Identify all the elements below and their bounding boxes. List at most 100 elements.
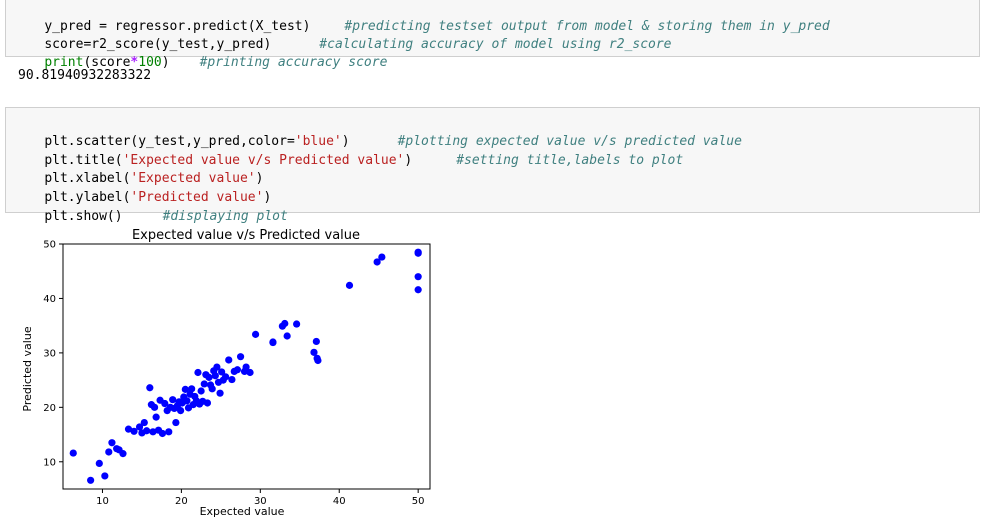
scatter-point <box>211 372 219 380</box>
code-string: 'blue' <box>294 134 342 149</box>
scatter-point <box>283 332 291 340</box>
code-line-4: plt.ylabel('Predicted value') <box>13 171 271 225</box>
scatter-point <box>216 389 224 397</box>
scatter-point <box>269 338 277 347</box>
scatter-point <box>143 427 151 435</box>
code-text: ) <box>404 153 413 168</box>
code-line-1: plt.scatter(y_test,y_pred,color='blue') #… <box>13 115 742 169</box>
scatter-point <box>251 330 260 338</box>
scatter-chart: Expected value v/s Predicted value Expec… <box>21 228 431 518</box>
scatter-point <box>221 373 230 381</box>
x-tick-label: 50 <box>412 496 425 507</box>
scatter-point <box>135 423 144 431</box>
code-line-3: print(score*100) #printing accuracy score <box>13 36 387 90</box>
scatter-point <box>188 385 196 393</box>
scatter-point <box>213 363 221 371</box>
x-tick-label: 30 <box>254 496 267 507</box>
scatter-point <box>197 387 205 395</box>
scatter-point <box>208 385 216 393</box>
x-axis-label: Expected value <box>200 505 285 518</box>
code-text: plt.xlabel( <box>44 171 131 186</box>
scatter-point <box>146 384 154 392</box>
scatter-point <box>181 385 189 393</box>
scatter-point <box>373 258 381 266</box>
y-axis-label: Predicted value <box>21 326 34 411</box>
code-text: ) <box>341 134 350 149</box>
chart-title: Expected value v/s Predicted value <box>132 228 360 243</box>
y-tick-label: 30 <box>43 348 56 359</box>
code-text: ) <box>263 190 272 205</box>
code-number: 100 <box>138 55 162 70</box>
scatter-point <box>108 439 116 447</box>
scatter-point <box>176 407 185 415</box>
code-line-1: y_pred = regressor.predict(X_test) #predi… <box>13 0 830 54</box>
scatter-point <box>310 348 318 356</box>
scatter-point <box>172 418 180 427</box>
code-text: plt.title( <box>44 153 123 168</box>
code-cell-1[interactable]: y_pred = regressor.predict(X_test) #predi… <box>5 0 980 70</box>
scatter-point <box>95 459 103 468</box>
code-text: ) <box>255 171 264 186</box>
y-tick-label: 10 <box>43 457 56 468</box>
x-tick-label: 10 <box>96 496 109 507</box>
code-line-2: plt.title('Expected value v/s Predicted … <box>13 134 683 188</box>
scatter-point <box>236 353 245 361</box>
scatter-point <box>205 373 213 381</box>
scatter-point <box>165 428 173 436</box>
scatter-point <box>200 380 208 388</box>
scatter-point <box>345 281 354 289</box>
code-line-3: plt.xlabel('Expected value') <box>13 152 263 206</box>
scatter-point <box>218 368 226 376</box>
scatter-point <box>314 356 322 365</box>
scatter-point <box>414 273 422 281</box>
code-string: 'Expected value v/s Predicted value' <box>122 153 405 168</box>
scatter-point <box>233 366 242 374</box>
scatter-point <box>378 253 386 261</box>
scatter-point <box>293 320 301 328</box>
scatter-point <box>242 363 250 371</box>
scatter-point <box>203 399 212 407</box>
scatter-point <box>281 319 289 328</box>
y-tick-label: 40 <box>43 294 56 305</box>
code-text: score=r2_score(y_test,y_pred) <box>44 37 272 52</box>
x-tick-label: 40 <box>333 496 346 507</box>
code-cell-2[interactable]: plt.scatter(y_test,y_pred,color='blue') #… <box>5 107 980 224</box>
y-tick-label: 50 <box>43 240 56 251</box>
scatter-point <box>101 472 109 480</box>
scatter-point <box>105 448 113 456</box>
scatter-point <box>87 476 95 484</box>
code-keyword: print <box>44 55 84 70</box>
code-string: 'Predicted value' <box>130 190 264 205</box>
code-text: plt.scatter(y_test,y_pred,color= <box>44 134 295 149</box>
scatter-point <box>150 403 159 411</box>
x-tick-label: 20 <box>175 496 188 507</box>
code-comment: #calculating accuracy of model using r2_… <box>319 37 672 52</box>
scatter-point <box>140 418 148 427</box>
code-string: 'Expected value' <box>130 171 256 186</box>
code-text: plt.ylabel( <box>44 190 131 205</box>
code-comment: #predicting testset output from model & … <box>344 19 830 34</box>
scatter-point <box>312 337 320 346</box>
output-score: 90.81940932283322 <box>18 68 152 83</box>
code-comment: #displaying plot <box>162 209 288 224</box>
scatter-point <box>183 397 191 405</box>
scatter-point <box>119 450 127 458</box>
scatter-point <box>69 449 77 457</box>
scatter-point <box>149 428 157 436</box>
code-text: (score <box>83 55 131 70</box>
code-comment: #printing accuracy score <box>199 55 388 70</box>
scatter-point <box>414 286 422 294</box>
scatter-point <box>225 356 233 364</box>
code-text: plt.show() <box>44 209 123 224</box>
scatter-point <box>194 368 202 377</box>
code-line-5: plt.show() #displaying plot <box>13 190 288 244</box>
scatter-plot-output: Expected value v/s Predicted value Expec… <box>0 222 440 529</box>
scatter-point <box>124 425 133 433</box>
code-comment: #setting title,labels to plot <box>456 153 684 168</box>
code-text: ) <box>161 55 170 70</box>
scatter-point <box>246 368 254 377</box>
scatter-point <box>228 375 236 384</box>
scatter-point <box>414 248 422 256</box>
code-text: y_pred = regressor.predict(X_test) <box>44 19 311 34</box>
scatter-point <box>152 413 160 421</box>
